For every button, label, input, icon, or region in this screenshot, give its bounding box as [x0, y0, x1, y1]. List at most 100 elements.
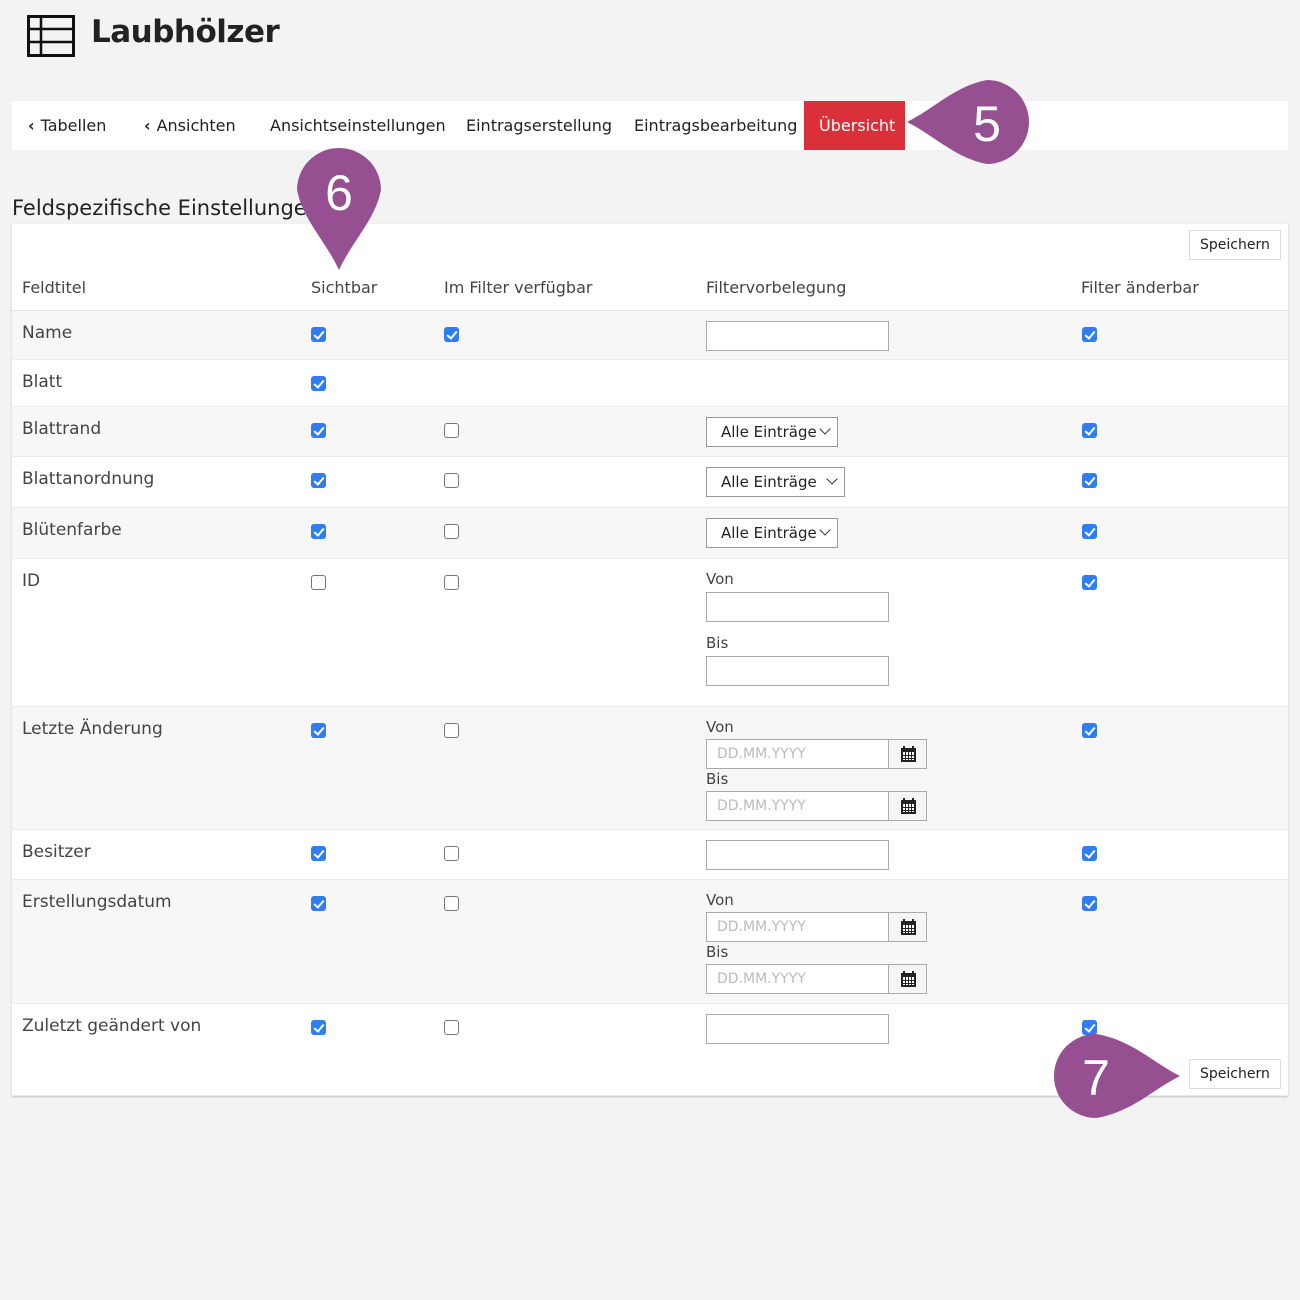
- calendar-icon: [901, 746, 916, 762]
- from-date-input[interactable]: DD.MM.YYYY: [706, 912, 889, 942]
- table-row: Blütenfarbe Alle Einträge: [12, 508, 1288, 559]
- col-im-filter: Im Filter verfügbar: [444, 278, 593, 297]
- nav-label: Tabellen: [40, 116, 107, 135]
- field-title: Blattrand: [22, 419, 102, 439]
- nav-bar: ‹ Tabellen ‹ Ansichten Ansichtseinstellung…: [12, 101, 1288, 150]
- filter-default-input[interactable]: [706, 321, 889, 351]
- field-title: Blatt: [22, 372, 63, 392]
- nav-label: Ansichten: [156, 116, 236, 135]
- calendar-button[interactable]: [889, 791, 927, 821]
- to-label: Bis: [706, 770, 729, 788]
- visible-checkbox[interactable]: [311, 575, 326, 590]
- field-title: Blattanordnung: [22, 469, 155, 489]
- filter-changeable-checkbox[interactable]: [1082, 723, 1097, 738]
- chevron-down-icon: [826, 473, 838, 485]
- from-date-input[interactable]: DD.MM.YYYY: [706, 739, 889, 769]
- filter-changeable-checkbox[interactable]: [1082, 846, 1097, 861]
- annotation-7: 7: [1054, 1034, 1180, 1118]
- col-filtervorbelegung: Filtervorbelegung: [706, 278, 847, 297]
- to-date-input[interactable]: DD.MM.YYYY: [706, 791, 889, 821]
- in-filter-checkbox[interactable]: [444, 473, 459, 488]
- select-value: Alle Einträge: [721, 423, 817, 441]
- table-row: ID Von Bis: [12, 559, 1288, 707]
- annotation-pin-shape: [907, 80, 1029, 164]
- annotation-pin-shape: [1054, 1034, 1180, 1118]
- to-date-input[interactable]: DD.MM.YYYY: [706, 964, 889, 994]
- calendar-icon: [901, 971, 916, 987]
- select-value: Alle Einträge: [721, 473, 817, 491]
- filter-changeable-checkbox[interactable]: [1082, 1020, 1097, 1035]
- visible-checkbox[interactable]: [311, 723, 326, 738]
- nav-eintragsbearbeitung[interactable]: Eintragsbearbeitung: [634, 116, 798, 135]
- visible-checkbox[interactable]: [311, 846, 326, 861]
- chevron-down-icon: [819, 423, 831, 435]
- chevron-left-icon: ‹: [144, 116, 151, 135]
- to-label: Bis: [706, 634, 729, 652]
- visible-checkbox[interactable]: [311, 896, 326, 911]
- in-filter-checkbox[interactable]: [444, 575, 459, 590]
- nav-uebersicht[interactable]: Übersicht: [804, 101, 905, 150]
- in-filter-checkbox[interactable]: [444, 723, 459, 738]
- in-filter-checkbox[interactable]: [444, 896, 459, 911]
- calendar-button[interactable]: [889, 739, 927, 769]
- nav-back-ansichten[interactable]: ‹ Ansichten: [144, 101, 236, 150]
- visible-checkbox[interactable]: [311, 327, 326, 342]
- table-row: Name: [12, 311, 1288, 360]
- in-filter-checkbox[interactable]: [444, 846, 459, 861]
- from-input[interactable]: [706, 592, 889, 622]
- chevron-down-icon: [819, 524, 831, 536]
- nav-back-tabellen[interactable]: ‹ Tabellen: [28, 101, 106, 150]
- select-value: Alle Einträge: [721, 524, 817, 542]
- annotation-label: 6: [325, 165, 353, 221]
- field-title: Name: [22, 323, 73, 343]
- header-divider: [12, 310, 1288, 311]
- visible-checkbox[interactable]: [311, 524, 326, 539]
- field-title: Erstellungsdatum: [22, 892, 172, 912]
- filter-default-select[interactable]: Alle Einträge: [706, 518, 838, 548]
- save-button-bottom[interactable]: Speichern: [1189, 1059, 1281, 1089]
- calendar-button[interactable]: [889, 964, 927, 994]
- calendar-button[interactable]: [889, 912, 927, 942]
- filter-default-select[interactable]: Alle Einträge: [706, 467, 845, 497]
- filter-default-input[interactable]: [706, 1014, 889, 1044]
- filter-changeable-checkbox[interactable]: [1082, 423, 1097, 438]
- to-label: Bis: [706, 943, 729, 961]
- filter-changeable-checkbox[interactable]: [1082, 473, 1097, 488]
- filter-changeable-checkbox[interactable]: [1082, 575, 1097, 590]
- page-title: Laubhölzer: [91, 14, 280, 50]
- filter-changeable-checkbox[interactable]: [1082, 524, 1097, 539]
- in-filter-checkbox[interactable]: [444, 1020, 459, 1035]
- visible-checkbox[interactable]: [311, 473, 326, 488]
- visible-checkbox[interactable]: [311, 1020, 326, 1035]
- from-label: Von: [706, 891, 734, 909]
- annotation-label: 5: [973, 96, 1001, 152]
- filter-default-input[interactable]: [706, 840, 889, 870]
- visible-checkbox[interactable]: [311, 376, 326, 391]
- visible-checkbox[interactable]: [311, 423, 326, 438]
- field-title: Zuletzt geändert von: [22, 1016, 202, 1036]
- nav-ansichtseinstellungen[interactable]: Ansichtseinstellungen: [270, 116, 446, 135]
- col-feldtitel: Feldtitel: [22, 278, 87, 297]
- col-sichtbar: Sichtbar: [311, 278, 378, 297]
- table-row: Blatt: [12, 360, 1288, 407]
- chevron-left-icon: ‹: [28, 116, 35, 135]
- annotation-pin-shape: [297, 148, 381, 270]
- in-filter-checkbox[interactable]: [444, 423, 459, 438]
- in-filter-checkbox[interactable]: [444, 524, 459, 539]
- field-title: Blütenfarbe: [22, 520, 122, 540]
- to-input[interactable]: [706, 656, 889, 686]
- nav-eintragserstellung[interactable]: Eintragserstellung: [466, 116, 613, 135]
- table-row: Zuletzt geändert von: [12, 1004, 1288, 1096]
- in-filter-checkbox[interactable]: [444, 327, 459, 342]
- filter-changeable-checkbox[interactable]: [1082, 896, 1097, 911]
- field-title: Besitzer: [22, 842, 91, 862]
- section-title: Feldspezifische Einstellungen: [12, 196, 321, 220]
- field-title: ID: [22, 571, 41, 591]
- filter-default-select[interactable]: Alle Einträge: [706, 417, 838, 447]
- from-label: Von: [706, 570, 734, 588]
- save-button-top[interactable]: Speichern: [1189, 230, 1281, 260]
- col-filter-aenderbar: Filter änderbar: [1081, 278, 1199, 297]
- filter-changeable-checkbox[interactable]: [1082, 327, 1097, 342]
- calendar-icon: [901, 919, 916, 935]
- annotation-label: 7: [1082, 1050, 1110, 1106]
